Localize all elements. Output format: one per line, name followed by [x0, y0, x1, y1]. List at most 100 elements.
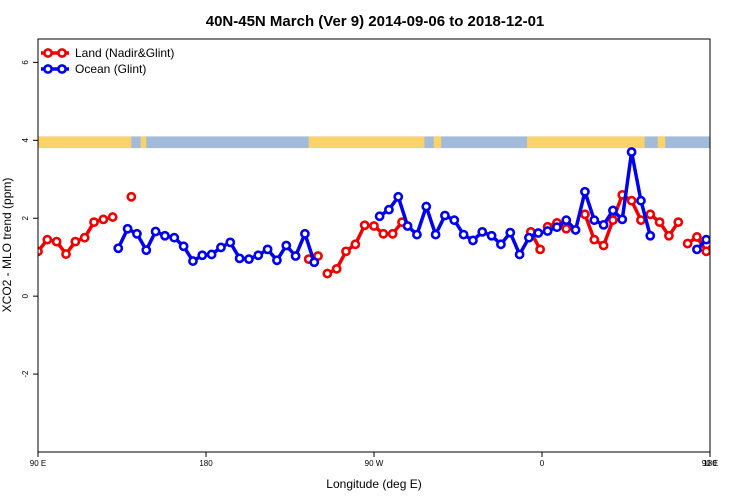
series-0-point-6-6: [636, 215, 646, 226]
series-0-point-3-4: [359, 220, 370, 231]
series-1-point-1-2: [393, 191, 404, 202]
series-0-point-3-5: [369, 221, 379, 231]
land-band-segment-0: [38, 136, 132, 149]
series-0-point-7-6: [740, 238, 747, 245]
x-tick-label-2: 90 W: [365, 459, 384, 468]
series-0-point-3-2: [341, 246, 351, 257]
series-1-point-1-13: [496, 239, 506, 250]
series-1-point-1-21: [570, 225, 581, 235]
series-1-point-1-19: [552, 222, 562, 233]
series-0-point-6-8: [654, 217, 665, 228]
series-1-point-0-18: [281, 240, 292, 251]
series-1-point-1-6: [430, 229, 441, 240]
series-0-point-6-9: [664, 230, 674, 241]
series-1-point-1-0: [374, 211, 385, 222]
series-1-point-0-6: [169, 232, 180, 243]
series-1-point-1-18: [542, 226, 553, 236]
y-tick-label-3: 4: [21, 138, 30, 143]
series-0-point-1-0: [126, 191, 137, 202]
series-1-point-1-20: [561, 215, 572, 226]
series-1-point-1-8: [449, 215, 460, 226]
series-1-line-0: [116, 226, 316, 263]
series-0-point-6-3: [608, 215, 618, 226]
y-tick-label-4: 6: [21, 60, 30, 65]
series-0-point-0-3: [61, 249, 71, 259]
series-0-point-6-5: [626, 195, 637, 206]
y-axis: -2 0 2 4 6: [21, 60, 38, 378]
series-1-point-0-7: [178, 241, 189, 252]
land-band-segment-3: [433, 136, 442, 149]
series-1-point-1-4: [412, 229, 422, 240]
series-1-point-1-24: [598, 219, 609, 230]
land-band-segment-5: [657, 136, 666, 149]
series-1-point-1-11: [477, 226, 488, 237]
series-1-point-1-17: [533, 228, 544, 238]
series-1-point-1-23: [589, 215, 600, 226]
series-0-point-7-4: [721, 239, 728, 246]
y-tick-label-2: 2: [21, 215, 30, 220]
series-1-point-0-11: [216, 242, 226, 253]
series-0-point-3-7: [387, 228, 398, 239]
series-0: [38, 189, 747, 279]
series-0-point-3-6: [378, 228, 389, 239]
series-1-point-1-1: [384, 204, 394, 215]
series-0-point-5-2: [561, 223, 572, 234]
series-0-line-7: [686, 235, 710, 254]
legend-label-0: Land (Nadir&Glint): [75, 46, 174, 60]
series-1-line-1: [378, 150, 652, 257]
series-1-point-1-9: [458, 229, 469, 240]
x-tick-label-4: 90 E: [702, 459, 718, 468]
series-1-point-1-12: [486, 230, 497, 241]
series-1-point-1-27: [626, 147, 637, 157]
x-axis-label: Longitude (deg E): [326, 477, 421, 491]
series-0-point-7-2: [701, 246, 710, 257]
land-band-segment-4: [527, 136, 645, 149]
series-1-point-0-3: [141, 245, 152, 256]
series-0-point-6-7: [645, 209, 656, 220]
series-1-point-1-7: [440, 210, 450, 221]
legend-marker-end-0: [57, 48, 67, 58]
series-1-point-1-29: [645, 230, 656, 241]
land-band-segment-2: [308, 136, 425, 149]
x-tick-label-1: 180: [199, 459, 213, 468]
series-0-point-7-5: [731, 251, 738, 258]
series-0-point-0-2: [51, 236, 62, 247]
series-1-point-0-15: [253, 250, 264, 261]
series-0-point-0-4: [70, 236, 81, 247]
series-1-point-1-26: [617, 214, 628, 225]
series-0-point-6-0: [580, 209, 590, 220]
series-0-point-4-1: [535, 244, 546, 255]
y-tick-label-0: -2: [21, 370, 30, 378]
series-1-point-1-10: [468, 235, 478, 246]
series-0-point-6-10: [673, 217, 684, 228]
series-1-point-0-1: [122, 223, 133, 234]
series-0-point-3-1: [331, 263, 342, 274]
series-0-point-3-3: [350, 239, 361, 250]
series-1-point-0-13: [234, 253, 245, 264]
series-1-point-0-20: [300, 228, 310, 239]
series-0-point-7-3: [712, 236, 719, 243]
series-1-point-1-15: [514, 249, 525, 260]
x-tick-label-5: 180: [703, 459, 717, 468]
series-1-point-0-16: [262, 244, 273, 255]
series-1-point-0-4: [150, 226, 161, 237]
series-1-point-0-19: [290, 251, 301, 261]
x-tick-label-3: 0: [540, 459, 545, 468]
legend-label-1: Ocean (Glint): [75, 62, 146, 76]
series-1-point-0-0: [113, 243, 124, 254]
series-0-point-0-6: [89, 217, 99, 228]
series-0-point-3-0: [322, 268, 333, 279]
series-0-point-0-1: [42, 234, 53, 245]
series-1-point-0-9: [197, 250, 208, 261]
plot-frame: [37, 38, 711, 453]
series-1-point-0-5: [160, 230, 170, 241]
legend: Land (Nadir&Glint) Ocean (Glint): [41, 46, 174, 76]
series-0-point-0-7: [98, 214, 109, 225]
chart-title: 40N-45N March (Ver 9) 2014-09-06 to 2018…: [206, 13, 545, 30]
series-1-point-1-16: [524, 232, 534, 243]
series-1-point-1-14: [505, 227, 516, 238]
series-1-point-1-5: [421, 201, 432, 212]
legend-marker-1: [43, 64, 53, 74]
